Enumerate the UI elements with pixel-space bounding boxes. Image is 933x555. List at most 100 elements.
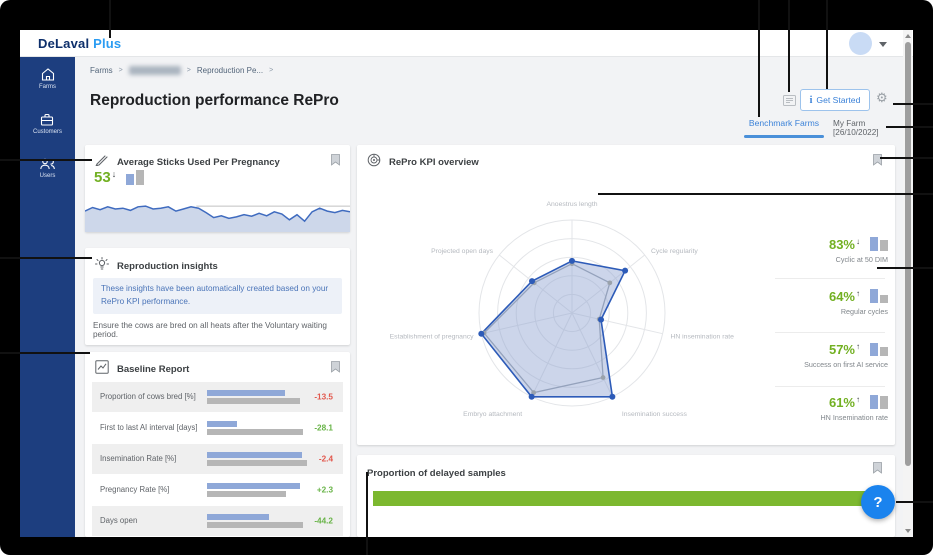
card-title: Baseline Report [117,364,190,375]
metric-delta: -13.5 [314,392,333,402]
line-chart-icon [95,360,109,379]
sidebar-item-label: Customers [32,129,62,135]
farm-vs-benchmark-minibars [870,289,888,303]
baseline-row: Proportion of cows bred [%] -13.5 [92,382,343,412]
farm-vs-benchmark-minibars [870,343,888,356]
card-title: Proportion of delayed samples [367,468,506,479]
card-title: RePro KPI overview [389,157,479,168]
farm-vs-benchmark-minibars [126,170,145,185]
trend-down-icon: ↓ [111,169,117,179]
lightbulb-icon [95,257,109,276]
tab-benchmark-farms[interactable]: Benchmark Farms [748,118,820,128]
delayed-samples-bar-track [373,491,878,506]
card-delayed-samples: Proportion of delayed samples [357,455,895,537]
baseline-row: Insemination Rate [%] -2.4 [92,444,343,474]
kpi-value: 57% [828,342,855,357]
callout-line-radar-label [598,193,933,195]
kpi-hn-insemination-rate: 61% ↑ HN Insemination rate [758,395,888,422]
card-baseline-report: Baseline Report Proportion of cows bred … [85,352,350,537]
metric-label: Pregnancy Rate [%] [100,484,170,494]
metric-label: First to last AI interval [days] [100,422,198,432]
breadcrumb-separator: > [118,67,123,74]
svg-text:Anoestrus length: Anoestrus length [546,201,597,208]
kpi-value: 83% [828,237,855,252]
radar-icon [367,153,381,172]
scroll-down-icon[interactable] [905,529,911,533]
breadcrumb-farm-name-redacted[interactable] [128,66,181,75]
trend-down-icon: ↓ [856,237,860,246]
callout-line-insights-card [0,257,92,259]
bookmark-icon[interactable] [873,461,882,479]
sidebar-item-customers[interactable]: Customers [33,112,62,135]
tab-my-farm[interactable]: My Farm [26/10/2022] [833,119,879,137]
card-title: Reproduction insights [117,261,218,272]
baseline-row: Days open -44.2 [92,506,343,536]
vertical-scrollbar[interactable] [903,30,912,537]
bookmark-icon[interactable] [331,360,340,378]
card-title: Average Sticks Used Per Pregnancy [117,156,280,168]
kpi-value: 64% [828,289,855,304]
callout-line-sticks-card [0,159,92,161]
customers-icon [39,112,55,127]
kpi-label: HN Insemination rate [820,413,888,422]
user-avatar[interactable] [849,32,872,55]
logo-text-primary: DeLaval [38,36,90,51]
callout-line-help-button [896,501,933,503]
metric-delta: -28.1 [314,423,333,433]
sidebar-item-label: Farms [39,84,56,90]
trend-up-icon: ↑ [856,395,860,404]
callout-line-get-started [826,0,828,89]
metric-bars [207,514,312,528]
help-button[interactable]: ? [861,485,895,519]
top-header: DeLaval Plus [20,30,913,57]
scrollbar-thumb[interactable] [904,42,911,466]
card-average-sticks: Average Sticks Used Per Pregnancy 53 ↓ [84,145,351,232]
kpi-success-first-ai: 57% ↑ Success on first AI service [758,342,888,369]
insights-highlight-box: These insights have been automatically c… [93,278,342,314]
metric-bars [207,390,312,404]
trend-up-icon: ↑ [856,289,860,298]
callout-line-benchmark-tab [758,0,760,117]
breadcrumb-farms[interactable]: Farms [90,66,113,75]
bookmark-icon[interactable] [331,153,340,171]
metric-delta: -2.4 [318,454,333,464]
farms-icon [40,67,56,82]
kpi-regular-cycles: 64% ↑ Regular cycles [758,289,888,316]
delayed-samples-bar [373,491,878,506]
metric-label: Proportion of cows bred [%] [100,391,196,401]
callout-line-delayed-card [366,472,368,555]
kpi-label: Cyclic at 50 DIM [835,255,888,264]
breadcrumb-separator: > [186,67,191,74]
bookmark-icon[interactable] [873,153,882,171]
callout-line-kpi-list [877,267,933,269]
svg-text:Projected open days: Projected open days [431,248,494,255]
benchmark-bar [136,170,145,185]
logo-text-accent: Plus [93,36,122,51]
guide-icon[interactable] [783,93,796,111]
sticks-icon [95,153,109,171]
caret-down-icon[interactable] [879,42,887,47]
svg-text:Cycle regularity: Cycle regularity [651,248,698,255]
divider [775,278,885,279]
kpi-cyclic-at-50-dim: 83% ↓ Cyclic at 50 DIM [758,237,888,264]
delaval-plus-logo[interactable]: DeLaval Plus [38,36,121,51]
divider [775,332,885,333]
card-reproduction-insights: Reproduction insights These insights hav… [85,248,350,345]
get-started-button[interactable]: i Get Started [800,89,870,111]
kpi-label: Regular cycles [840,307,888,316]
sidebar-item-label: Users [39,173,56,179]
callout-line-logo [109,0,111,38]
active-tab-underline [744,135,824,138]
callout-line-my-farm-tab [886,126,933,128]
insights-note: Ensure the cows are bred on all heats af… [93,321,327,339]
gear-icon[interactable]: ⚙ [876,90,888,105]
breadcrumb-current-page[interactable]: Reproduction Pe... [196,66,264,75]
get-started-label: Get Started [816,95,861,105]
page-title: Reproduction performance RePro [90,92,339,109]
callout-line-guide-icon [788,0,790,92]
scroll-up-icon[interactable] [905,34,911,38]
sidebar-item-farms[interactable]: Farms [39,67,56,90]
metric-delta: -44.2 [314,516,333,526]
sticks-trend-area-chart [84,196,351,232]
